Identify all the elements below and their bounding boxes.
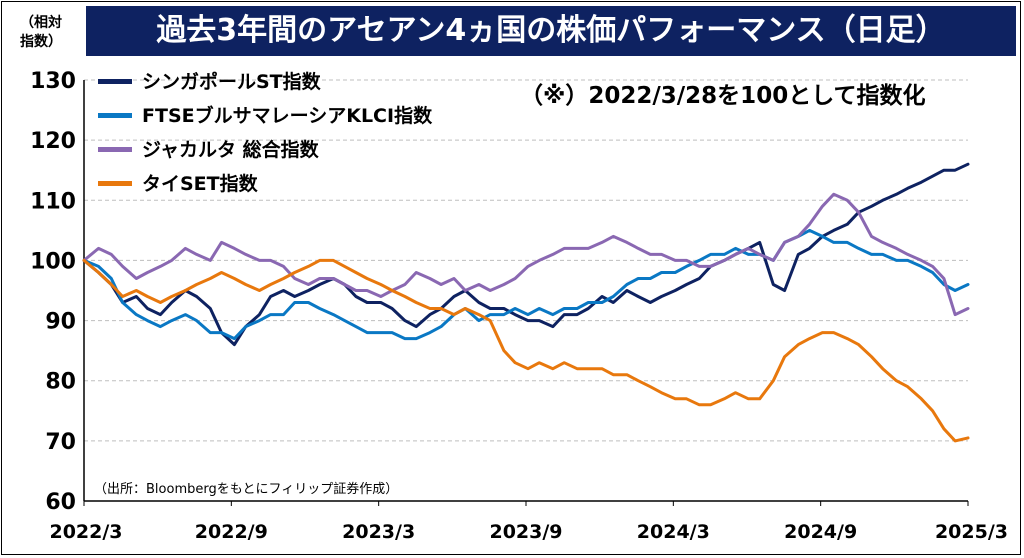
legend-label-jakarta: ジャカルタ 総合指数 bbox=[142, 139, 319, 161]
y-tick-label-60: 60 bbox=[45, 490, 76, 515]
legend-label-thailand: タイSET指数 bbox=[142, 173, 258, 195]
source-note: （出所：Bloombergをもとにフィリップ証券作成） bbox=[94, 482, 399, 497]
y-tick-label-70: 70 bbox=[45, 430, 76, 455]
x-tick-label-0: 2022/3 bbox=[49, 521, 122, 543]
legend-label-singapore: シンガポールST指数 bbox=[142, 71, 321, 93]
y-tick-label-80: 80 bbox=[45, 370, 76, 395]
y-tick-label-130: 130 bbox=[30, 69, 76, 94]
y-tick-label-90: 90 bbox=[45, 310, 76, 335]
legend-swatch-singapore bbox=[98, 79, 132, 84]
legend-swatch-thailand bbox=[98, 181, 132, 186]
y-tick-label-100: 100 bbox=[30, 249, 76, 274]
x-tick-label-5: 2024/9 bbox=[784, 521, 857, 543]
legend-swatch-malaysia bbox=[98, 113, 132, 118]
x-tick-label-1: 2022/9 bbox=[195, 521, 268, 543]
y-tick-label-110: 110 bbox=[30, 189, 76, 214]
chart-note: （※）2022/3/28を100として指数化 bbox=[520, 83, 926, 109]
chart-title: 過去3年間のアセアン4ヵ国の株価パフォーマンス（日足） bbox=[86, 6, 1016, 56]
series-line-1 bbox=[82, 228, 970, 341]
series-line-3 bbox=[82, 258, 970, 443]
x-tick-label-2: 2023/3 bbox=[342, 521, 415, 543]
x-tick-label-6: 2025/3 bbox=[935, 521, 1008, 543]
legend-label-malaysia: FTSEブルサマレーシアKLCI指数 bbox=[142, 105, 433, 127]
y-unit-label: （相対 指数） bbox=[20, 15, 62, 50]
x-tick-label-4: 2024/3 bbox=[637, 521, 710, 543]
x-tick-label-3: 2023/9 bbox=[489, 521, 562, 543]
legend-swatch-jakarta bbox=[98, 147, 132, 152]
y-tick-label-120: 120 bbox=[30, 129, 76, 154]
series-line-2 bbox=[82, 192, 970, 317]
